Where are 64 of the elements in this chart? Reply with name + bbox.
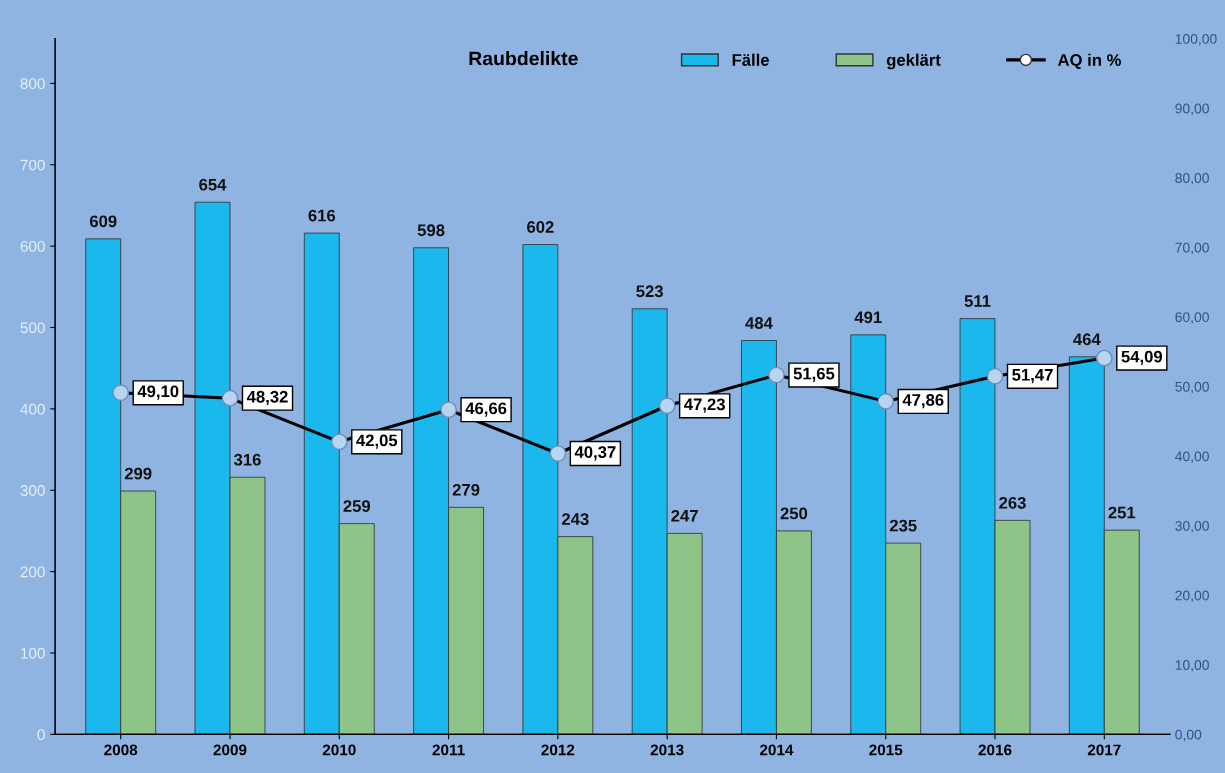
- y2-tick-label: 20,00: [1175, 590, 1209, 603]
- data-label: 251: [1108, 506, 1136, 519]
- text: Raubdelikte: [469, 51, 578, 66]
- data-label: 40,37: [574, 446, 616, 461]
- data-label: 602: [527, 221, 554, 233]
- y2-tick-label: 90,00: [1175, 103, 1209, 116]
- x-tick-label: 2009: [213, 744, 247, 756]
- data-label: 47,86: [902, 394, 944, 409]
- x-tick-label: 2013: [650, 744, 684, 756]
- data-label: 464: [1073, 333, 1101, 346]
- data-label: 523: [636, 285, 663, 298]
- data-label: 654: [199, 178, 227, 191]
- y-tick-label: 100: [21, 647, 45, 659]
- data-label: 49,10: [137, 385, 179, 400]
- x-tick-label: 2008: [104, 744, 138, 756]
- y2-tick-label: 50,00: [1175, 381, 1209, 394]
- y2-tick-label: 70,00: [1175, 242, 1209, 255]
- data-label: 42,05: [356, 434, 398, 449]
- data-label: 51,47: [1012, 369, 1053, 384]
- x-tick-label: 2017: [1087, 744, 1121, 756]
- x-tick-label: 2014: [759, 744, 794, 756]
- data-label: 299: [124, 467, 152, 480]
- y-tick-label: 300: [20, 485, 45, 496]
- y-tick-label: 600: [20, 241, 45, 252]
- data-label: 48,32: [246, 390, 288, 406]
- data-label: 51,65: [793, 367, 835, 382]
- y-tick-label: 700: [20, 159, 45, 171]
- y-tick-label: 0: [37, 729, 45, 741]
- data-label: 598: [417, 224, 445, 237]
- data-label: 609: [89, 215, 117, 228]
- y-tick-label: 800: [20, 78, 45, 90]
- data-label: 484: [745, 317, 773, 329]
- data-label: 511: [964, 295, 991, 307]
- data-label: 616: [308, 209, 336, 222]
- data-label: 243: [562, 513, 589, 526]
- y2-tick-label: 0,00: [1175, 729, 1202, 742]
- data-label: 263: [999, 496, 1026, 509]
- y2-tick-label: 60,00: [1175, 312, 1209, 324]
- y-tick-label: 200: [20, 566, 45, 578]
- y2-tick-label: 30,00: [1175, 520, 1209, 533]
- legend-label: AQ in %: [1057, 53, 1121, 70]
- data-label: 279: [452, 483, 480, 496]
- legend-label: geklärt: [886, 53, 941, 70]
- data-label: 47,23: [684, 398, 725, 413]
- y2-tick-label: 10,00: [1175, 660, 1209, 672]
- data-label: 235: [889, 519, 917, 532]
- y2-tick-label: 100,00: [1175, 33, 1217, 46]
- x-tick-label: 2015: [869, 744, 903, 756]
- y2-tick-label: 40,00: [1175, 451, 1209, 463]
- data-label: 259: [343, 500, 371, 512]
- x-tick-label: 2012: [541, 744, 575, 756]
- legend-label: Fälle: [732, 53, 769, 66]
- x-tick-label: 2010: [322, 744, 356, 756]
- data-label: 46,66: [465, 402, 507, 417]
- y2-tick-label: 80,00: [1175, 173, 1209, 185]
- data-label: 491: [854, 311, 882, 324]
- x-tick-label: 2011: [432, 744, 465, 756]
- data-label: 54,09: [1121, 350, 1163, 365]
- y-tick-label: 500: [20, 322, 45, 334]
- data-label: 316: [233, 453, 261, 466]
- data-label: 247: [671, 509, 698, 522]
- x-tick-label: 2016: [978, 744, 1012, 756]
- y-tick-label: 400: [20, 403, 45, 415]
- data-label: 250: [780, 507, 808, 520]
